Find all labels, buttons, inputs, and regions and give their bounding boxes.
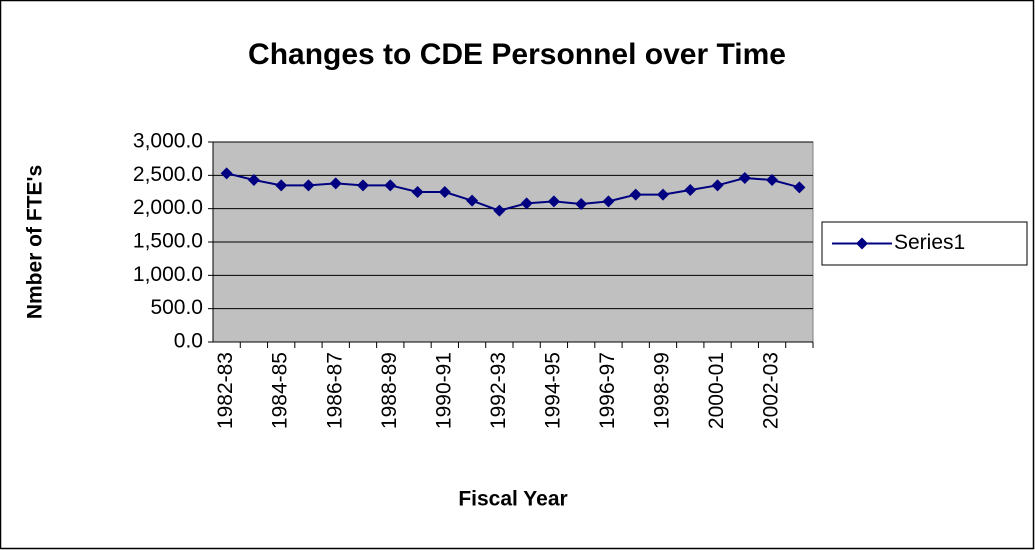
marker: [793, 181, 806, 194]
marker: [684, 184, 697, 196]
y-tick-label: 3,000.0: [133, 130, 203, 153]
chart-title: Changes to CDE Personnel over Time: [248, 38, 786, 71]
marker: [329, 177, 342, 190]
x-tick-label: 1996-97: [596, 352, 619, 429]
marker: [711, 179, 724, 192]
marker: [520, 197, 533, 210]
legend-marker: [856, 237, 868, 250]
legend-label: Series1: [894, 231, 965, 254]
marker: [438, 186, 451, 198]
x-tick-label: 2000-01: [705, 352, 728, 429]
y-tick-label: 1,500.0: [133, 230, 203, 253]
marker: [384, 179, 397, 192]
marker: [220, 167, 233, 180]
marker: [629, 188, 642, 201]
x-tick-label: 1988-89: [378, 352, 401, 429]
marker: [411, 186, 424, 198]
x-tick-label: 1998-99: [651, 352, 674, 429]
marker: [466, 194, 479, 207]
series-line: [226, 172, 800, 212]
marker: [766, 174, 779, 186]
x-tick-label: 1986-87: [323, 352, 346, 429]
marker: [575, 198, 588, 210]
marker: [738, 172, 751, 184]
x-axis-label: Fiscal Year: [458, 488, 567, 511]
marker: [357, 179, 369, 192]
y-tick-label: 500.0: [150, 296, 203, 319]
marker: [247, 174, 260, 186]
y-tick-label: 2,500.0: [133, 163, 203, 186]
x-tick-label: 1984-85: [269, 352, 292, 429]
y-tick-label: 0.0: [174, 330, 203, 353]
x-tick-label: 2002-03: [760, 352, 783, 429]
y-tick-label: 2,000.0: [133, 196, 203, 219]
marker: [602, 195, 615, 208]
marker: [493, 204, 506, 217]
marker: [275, 179, 288, 192]
marker: [547, 195, 560, 208]
x-tick-label: 1982-83: [214, 352, 237, 429]
marker: [657, 188, 669, 201]
y-axis-label: Nmber of FTE's: [24, 165, 47, 319]
x-tick-label: 1990-91: [432, 352, 455, 429]
x-tick-label: 1992-93: [487, 352, 510, 429]
marker: [302, 179, 315, 192]
x-tick-label: 1994-95: [541, 352, 564, 429]
y-tick-label: 1,000.0: [133, 263, 203, 286]
